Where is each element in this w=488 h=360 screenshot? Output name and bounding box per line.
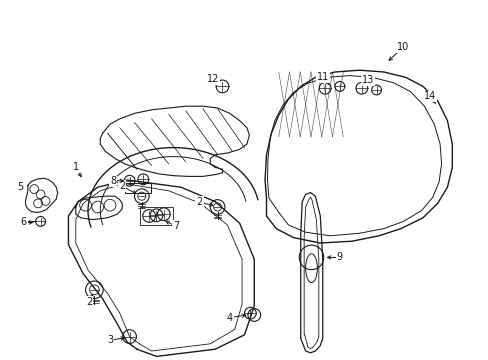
Text: 10: 10 [396,42,409,52]
Text: 2: 2 [86,297,92,307]
Text: 1: 1 [73,162,79,172]
Text: 11: 11 [316,72,328,82]
Text: 5: 5 [18,182,23,192]
Text: 14: 14 [423,91,436,102]
Text: 8: 8 [110,176,116,186]
Text: 4: 4 [226,312,232,323]
Text: 3: 3 [107,335,113,345]
Text: 9: 9 [336,252,342,262]
Text: 7: 7 [173,221,179,231]
Bar [124,183,150,193]
Bar [140,207,172,225]
Text: 13: 13 [361,75,373,85]
Text: 6: 6 [20,217,26,228]
Text: 2: 2 [196,197,202,207]
Text: 2: 2 [119,181,125,191]
Text: 12: 12 [206,74,219,84]
